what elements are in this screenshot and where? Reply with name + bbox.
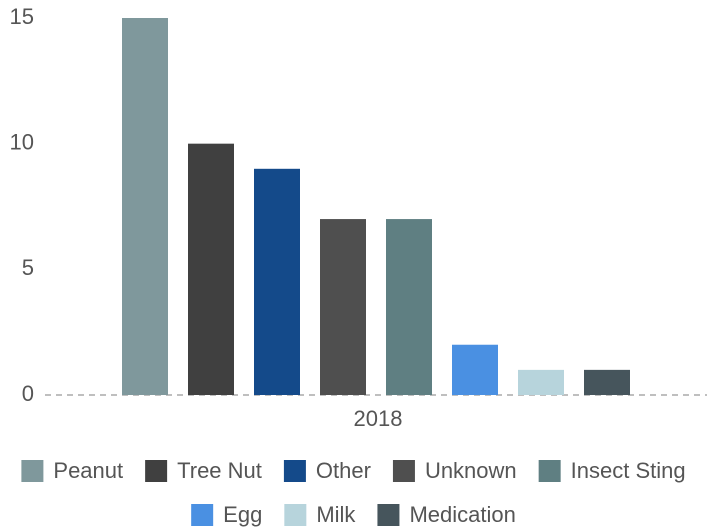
legend-swatch: [392, 460, 415, 482]
legend-label: Medication: [409, 502, 515, 527]
legend-label: Milk: [316, 502, 356, 527]
bar: [386, 219, 432, 395]
legend-swatch: [377, 504, 400, 526]
legend-swatch: [284, 504, 307, 526]
bar: [452, 344, 498, 395]
legend-label: Egg: [223, 502, 262, 527]
legend-swatch: [191, 504, 214, 526]
y-tick-label: 10: [10, 129, 34, 154]
bar: [122, 18, 168, 395]
x-tick-label: 2018: [354, 406, 403, 431]
bar: [584, 369, 630, 395]
bar: [518, 369, 564, 395]
legend-label: Unknown: [425, 458, 517, 483]
bar: [188, 143, 234, 395]
legend-label: Insect Sting: [571, 458, 686, 483]
legend-swatch: [21, 460, 44, 482]
bar: [254, 168, 300, 395]
legend-swatch: [538, 460, 561, 482]
y-tick-label: 15: [10, 4, 34, 29]
y-tick-label: 0: [22, 381, 34, 406]
y-tick-label: 5: [22, 255, 34, 280]
legend-label: Peanut: [53, 458, 123, 483]
legend-swatch: [145, 460, 168, 482]
legend-label: Other: [316, 458, 371, 483]
bar: [320, 219, 366, 395]
legend-swatch: [283, 460, 306, 482]
legend-label: Tree Nut: [177, 458, 262, 483]
